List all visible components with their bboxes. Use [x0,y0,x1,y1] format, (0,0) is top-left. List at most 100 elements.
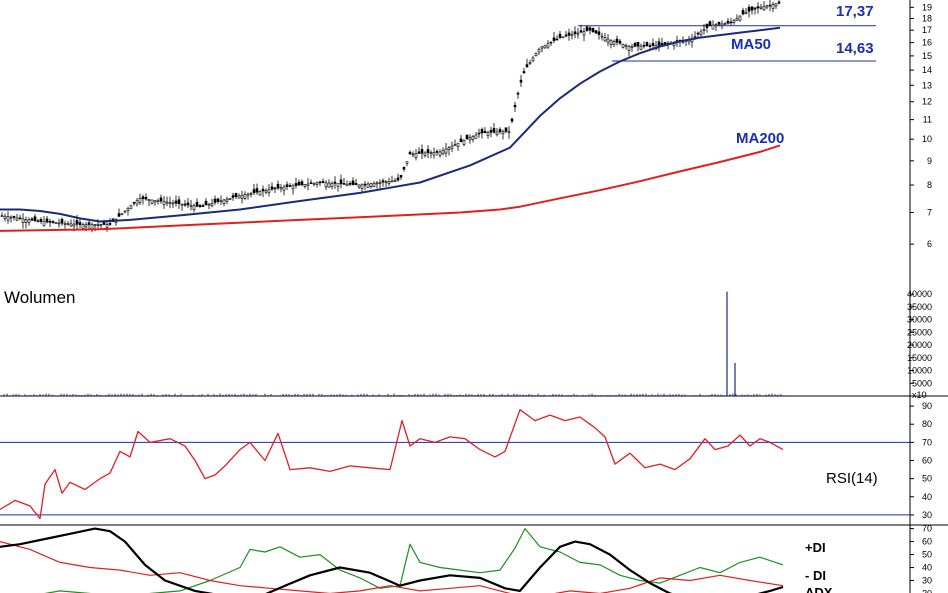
candle-body [405,161,409,164]
candle-body [183,203,187,206]
candle-body [78,222,82,225]
candle-body [69,223,73,227]
candle-body [492,128,496,133]
candle-body [450,145,454,149]
candle-body [345,183,349,187]
candle-body [525,64,529,68]
candle-body [537,48,541,53]
candle-body [276,183,280,189]
candle-body [333,181,337,184]
candle-body [723,23,727,25]
volume-axis-tick-label: 30000 [907,315,932,325]
candle-body [75,220,79,225]
level-upper-label: 17,37 [836,3,874,20]
candle-body [9,216,13,219]
candle-body [555,38,559,41]
minus-di-label: - DI [805,568,826,583]
volume-title: Wolumen [4,288,76,307]
candle-body [351,180,355,185]
candle-body [42,221,46,226]
candle-body [558,33,562,38]
candle-body [456,142,460,147]
candle-body [366,183,370,188]
candle-body [516,92,520,95]
candle-body [99,224,103,226]
candle-body [423,152,427,156]
candle-body [288,185,292,187]
candle-body [408,151,412,155]
candle-body [561,36,565,39]
volume-axis-tick-label: 10000 [907,366,932,376]
candle-body [39,219,43,222]
candle-body [93,224,97,226]
candle-body [225,198,229,202]
candle-body [651,43,655,46]
candle-body [195,201,199,207]
candle-body [321,181,325,183]
candle-body [54,222,58,224]
candle-body [432,152,436,156]
candle-body [777,1,781,4]
candle-body [363,183,367,186]
candle-body [135,200,139,205]
candle-body [438,151,442,156]
candle-body [279,187,283,190]
candle-body [21,218,25,223]
candle-body [258,191,262,196]
candle-body [243,194,247,199]
candle-body [744,12,748,14]
candle-body [585,26,589,32]
candle-body [315,182,319,185]
candle-body [540,46,544,49]
candle-body [489,129,493,133]
candle-body [201,205,205,207]
candle-body [297,181,301,186]
candle-body [126,208,130,211]
candle-body [228,197,232,200]
candle-body [156,200,160,203]
candle-body [384,181,388,184]
candle-body [519,79,523,83]
candle-body [708,21,712,26]
adx-label: ADX [805,585,833,593]
rsi-title: RSI(14) [826,470,878,487]
candle-body [522,71,526,74]
ma50-line [0,26,781,223]
candle-body [129,205,133,210]
candle-body [291,185,295,190]
candle-body [330,182,334,187]
price-axis-tick-label: 11 [923,115,932,125]
candle-body [642,44,646,47]
dmi-axis-tick-label: 60 [922,537,932,547]
candle-body [474,134,478,139]
candle-body [747,7,751,12]
candle-body [210,202,214,206]
candle-body [501,131,505,134]
candle-body [606,38,610,43]
ma50-label: MA50 [731,36,771,53]
candle-body [138,197,142,203]
candle-body [381,180,385,183]
candle-body [393,180,397,182]
candle-body [600,35,604,38]
rsi-panel: 90 80 70 60 50 40 30 [0,401,932,520]
candle-body [531,57,535,62]
price-axis-tick-label: 6 [927,239,932,249]
candle-body [699,31,703,35]
candle-body [369,183,373,187]
candle-body [120,213,124,215]
candle-body [576,32,580,35]
price-axis-tick-label: 12 [922,97,932,107]
candle-body [513,104,517,108]
candle-body [90,224,94,229]
candle-body [504,127,508,132]
dmi-axis-tick-label: 40 [922,563,932,573]
candle-body [396,177,400,181]
candle-body [717,21,721,25]
candle-body [768,4,772,7]
candle-body [402,166,406,170]
candle-body [414,153,418,158]
candle-body [327,182,331,188]
candle-body [726,20,730,24]
candle-body [213,198,217,203]
